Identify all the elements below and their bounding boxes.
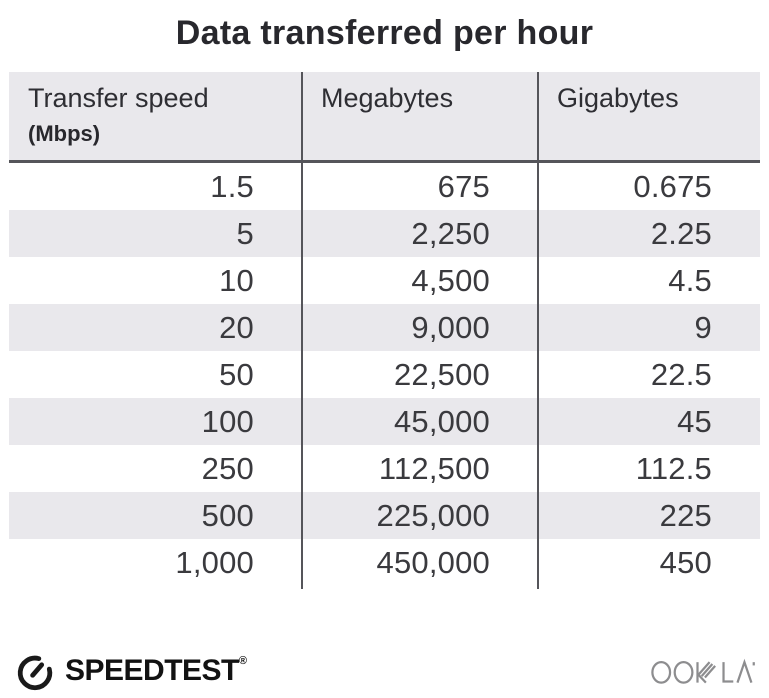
megabytes-cell: 4,500 (411, 262, 490, 298)
table-row: 250 112,500 112.5 (9, 445, 760, 492)
speedtest-wordmark: SPEEDTEST® (65, 654, 247, 688)
table-row: 500 225,000 225 (9, 492, 760, 539)
megabytes-cell: 450,000 (376, 544, 490, 580)
speed-cell: 100 (201, 403, 254, 439)
column-divider (301, 72, 303, 589)
speed-cell: 20 (219, 309, 254, 345)
header-gigabytes: Gigabytes (557, 83, 679, 113)
speed-cell: 1,000 (175, 544, 254, 580)
gigabytes-cell: 22.5 (650, 356, 712, 392)
megabytes-cell: 112,500 (378, 450, 490, 486)
header-megabytes: Megabytes (321, 83, 454, 113)
registered-trademark-mark: ® (238, 655, 247, 667)
speed-cell: 5 (236, 215, 254, 251)
header-transfer-speed-label: Transfer speed (28, 83, 209, 113)
speed-cell: 250 (201, 450, 254, 486)
footer: SPEEDTEST® (14, 650, 757, 692)
table-row: 1.5 675 0.675 (9, 163, 760, 210)
table-row: 100 45,000 45 (9, 398, 760, 445)
column-divider (537, 72, 539, 589)
table-row: 20 9,000 9 (9, 304, 760, 351)
table-row: 5 2,250 2.25 (9, 210, 760, 257)
gigabytes-cell: 225 (659, 497, 712, 533)
table-row: 1,000 450,000 450 (9, 539, 760, 586)
gigabytes-cell: 112.5 (635, 450, 712, 486)
page-title: Data transferred per hour (175, 14, 594, 52)
megabytes-cell: 45,000 (393, 403, 490, 439)
table-row: 10 4,500 4.5 (9, 257, 760, 304)
gauge-icon (14, 650, 56, 692)
header-underline (9, 160, 760, 163)
table-body: 1.5 675 0.675 5 2,250 2.25 10 4,500 4.5 … (9, 163, 760, 586)
megabytes-cell: 225,000 (376, 497, 490, 533)
speed-cell: 1.5 (210, 168, 254, 204)
megabytes-cell: 22,500 (393, 356, 490, 392)
speed-cell: 10 (219, 262, 254, 298)
gigabytes-cell: 9 (694, 309, 712, 345)
gigabytes-cell: 2.25 (650, 215, 712, 251)
header-mbps-label: (Mbps) (28, 121, 101, 147)
speed-cell: 50 (219, 356, 254, 392)
megabytes-cell: 2,250 (411, 215, 490, 251)
table-row: 50 22,500 22.5 (9, 351, 760, 398)
gigabytes-cell: 450 (659, 544, 712, 580)
ookla-logo (651, 656, 757, 686)
speedtest-label: SPEEDTEST (65, 654, 239, 687)
megabytes-cell: 675 (437, 168, 490, 204)
megabytes-cell: 9,000 (411, 309, 490, 345)
speedtest-logo: SPEEDTEST® (14, 650, 247, 692)
data-table: Transfer speed (Mbps) Megabytes Gigabyte… (9, 72, 760, 589)
gigabytes-cell: 4.5 (668, 262, 712, 298)
gigabytes-cell: 45 (677, 403, 712, 439)
header-transfer-speed: Transfer speed (Mbps) (9, 72, 302, 160)
gigabytes-cell: 0.675 (633, 168, 712, 204)
speed-cell: 500 (201, 497, 254, 533)
table-header-row: Transfer speed (Mbps) Megabytes Gigabyte… (9, 72, 760, 160)
